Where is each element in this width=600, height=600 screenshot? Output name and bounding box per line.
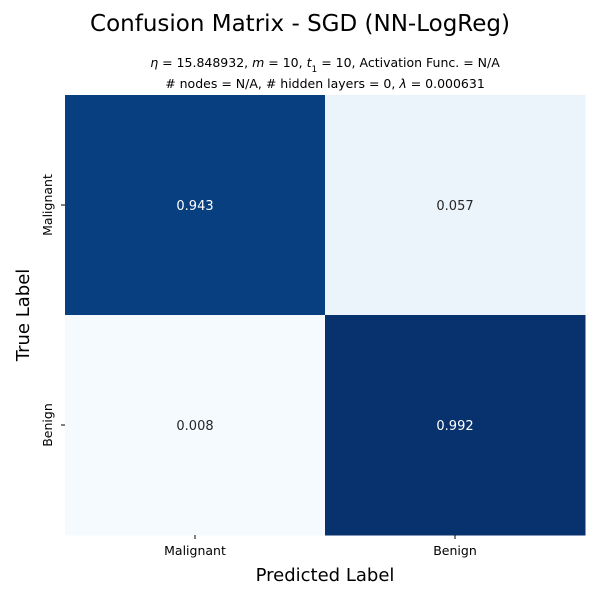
y-tick-label: Benign: [40, 403, 55, 447]
axis-ticks: Malignant Benign Malignant Benign: [40, 174, 477, 558]
heatmap-cell-r1-c0: [65, 315, 326, 536]
heatmap-cells: [65, 95, 586, 536]
chart-subtitle-line-1: η = 15.848932, m = 10, t1 = 10, Activati…: [150, 55, 500, 75]
heatmap-cell-r0-c0: [65, 95, 326, 316]
heatmap-cell-r0-c1: [325, 95, 586, 316]
cell-value-r0-c1: 0.057: [436, 199, 473, 214]
heatmap-cell-labels: 0.943 0.057 0.008 0.992: [176, 199, 473, 434]
chart-title: Confusion Matrix - SGD (NN-LogReg): [90, 11, 510, 37]
chart-subtitle-line-2: # nodes = N/A, # hidden layers = 0, λ = …: [165, 76, 485, 91]
cell-value-r0-c0: 0.943: [176, 199, 213, 214]
cell-value-r1-c1: 0.992: [436, 419, 473, 434]
cell-value-r1-c0: 0.008: [176, 419, 213, 434]
heatmap-cell-r1-c1: [325, 315, 586, 536]
y-tick-label: Malignant: [40, 174, 55, 236]
x-axis-label: Predicted Label: [256, 565, 395, 586]
x-tick-label: Malignant: [164, 543, 226, 558]
y-axis-label: True Label: [13, 269, 34, 363]
x-tick-label: Benign: [433, 543, 477, 558]
